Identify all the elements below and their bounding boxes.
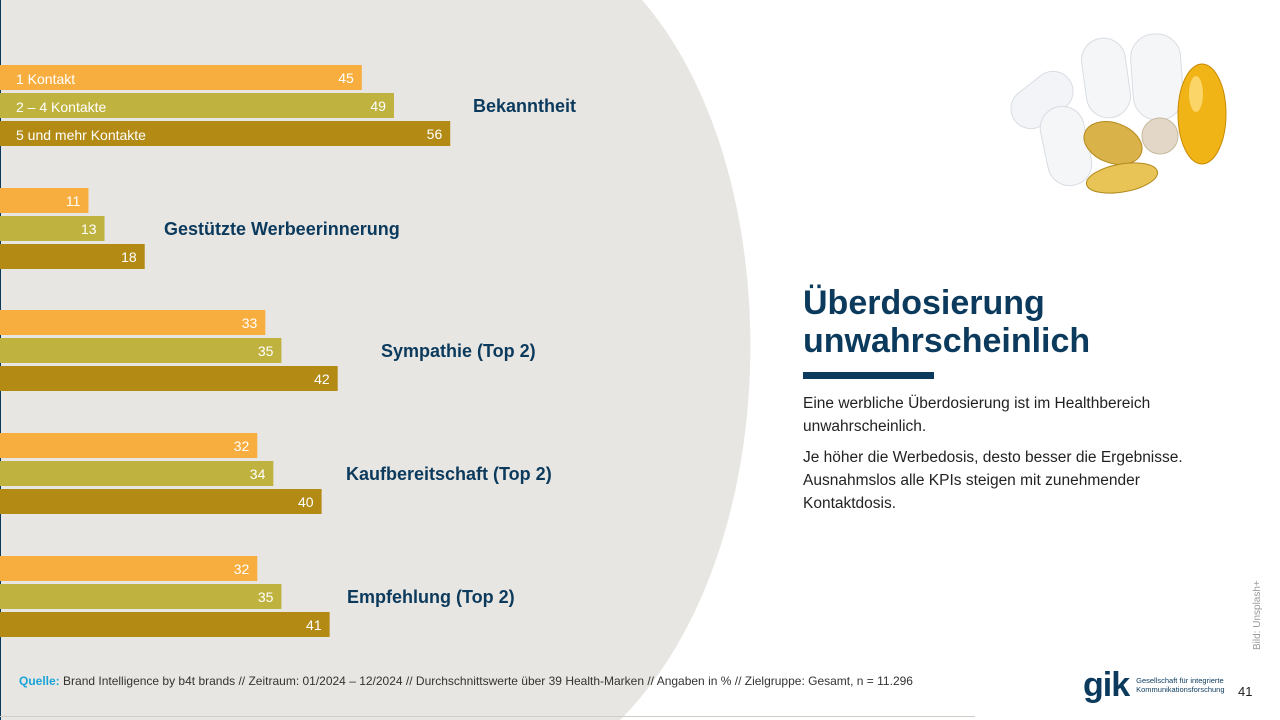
group-title: Bekanntheit: [473, 96, 576, 116]
bar: [0, 556, 258, 581]
bar-value-label: 33: [242, 315, 258, 331]
bar: [0, 489, 322, 514]
bar-value-label: 56: [427, 126, 443, 142]
bar-chart: 45 1 Kontakt 49 2 – 4 Kontakte 56 5 und mehr …: [0, 65, 576, 637]
pills-image: [1010, 33, 1227, 194]
bar: [0, 461, 274, 486]
body-paragraph-2: Je höher die Werbedosis, desto besser di…: [803, 449, 1183, 512]
page-title: Überdosierung unwahrscheinlich: [803, 284, 1223, 360]
bar-value-label: 34: [250, 466, 266, 482]
bar: [0, 121, 451, 146]
bar-value-label: 35: [258, 343, 274, 359]
legend-label: 2 – 4 Kontakte: [16, 99, 107, 115]
source-label: Quelle:: [19, 674, 60, 688]
title-divider: [803, 372, 934, 379]
source-note: Quelle: Brand Intelligence by b4t brands…: [19, 674, 913, 688]
group-title: Sympathie (Top 2): [381, 341, 536, 361]
bar: [0, 216, 105, 241]
bar: [0, 310, 266, 335]
logo-text-line-1: Gesellschaft für integrierte: [1136, 676, 1224, 685]
bar-value-label: 45: [338, 70, 354, 86]
group-title: Empfehlung (Top 2): [347, 587, 515, 607]
bar: [0, 366, 338, 391]
image-credit: Bild: Unsplash+: [1252, 580, 1263, 650]
bar: [0, 612, 330, 637]
body-paragraph-1: Eine werbliche Überdosierung ist im Heal…: [803, 395, 1151, 435]
logo-text: Gesellschaft für integrierte Kommunikati…: [1136, 676, 1224, 694]
group-title: Gestützte Werbeerinnerung: [164, 219, 400, 239]
source-text: Brand Intelligence by b4t brands // Zeit…: [59, 674, 913, 688]
bar: [0, 188, 89, 213]
bar: [0, 244, 145, 269]
bar-value-label: 18: [121, 249, 137, 265]
page-title-line-2: unwahrscheinlich: [803, 322, 1091, 360]
legend-label: 5 und mehr Kontakte: [16, 127, 146, 143]
bar: [0, 338, 282, 363]
bar-value-label: 49: [370, 98, 386, 114]
bar-value-label: 41: [306, 617, 322, 633]
bar: [0, 433, 258, 458]
bar-value-label: 11: [66, 193, 81, 209]
bar-value-label: 35: [258, 589, 274, 605]
bar: [0, 65, 362, 90]
page-title-line-1: Überdosierung: [803, 284, 1045, 322]
gik-logo: gik Gesellschaft für integrierte Kommuni…: [1083, 668, 1225, 702]
logo-text-line-2: Kommunikationsforschung: [1136, 685, 1225, 694]
body-text: Eine werbliche Überdosierung ist im Heal…: [803, 392, 1223, 523]
logo-mark: gik: [1083, 666, 1130, 704]
page-number: 41: [1238, 684, 1253, 699]
bar: [0, 584, 282, 609]
bottom-rule: [0, 716, 975, 717]
bar-value-label: 40: [298, 494, 314, 510]
bar: [0, 93, 394, 118]
group-title: Kaufbereitschaft (Top 2): [346, 464, 552, 484]
bar-value-label: 32: [234, 561, 250, 577]
bar-value-label: 42: [314, 371, 330, 387]
bar-value-label: 32: [234, 438, 250, 454]
bar-value-label: 13: [81, 221, 97, 237]
legend-label: 1 Kontakt: [16, 71, 75, 87]
